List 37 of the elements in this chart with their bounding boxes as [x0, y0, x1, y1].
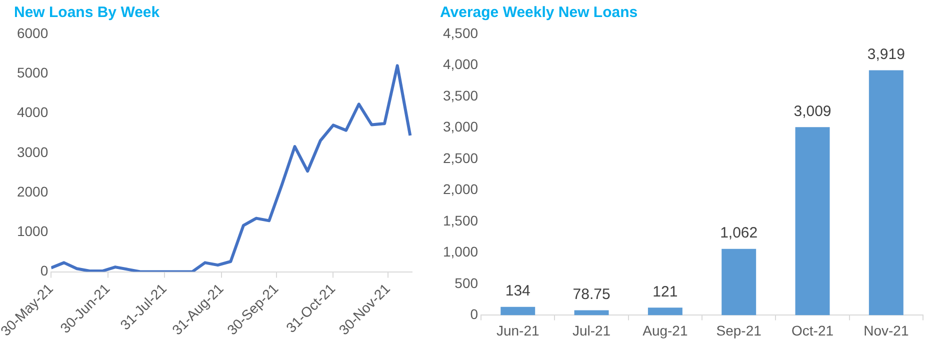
- text: 134: [505, 282, 530, 300]
- bar: [868, 70, 904, 316]
- y-tick-label: 6000: [16, 24, 48, 41]
- chart-title: New Loans By Week: [14, 4, 160, 22]
- y-tick-label: 4,500: [442, 24, 478, 41]
- y-tick-label: 4000: [16, 104, 48, 120]
- y-tick-label: 1000: [16, 223, 48, 240]
- chart-title: Average Weekly New Loans: [440, 4, 638, 22]
- x-tick-label: Oct-21: [792, 322, 834, 338]
- y-tick-label: 2,000: [442, 181, 478, 198]
- x-tick-label: Sep-21: [716, 322, 762, 338]
- x-tick-label: Jun-21: [496, 322, 540, 338]
- text: 3,009: [794, 102, 832, 120]
- text: 3,919: [867, 46, 905, 63]
- bar: [574, 310, 609, 316]
- bar: [722, 248, 756, 316]
- x-tick-label: Jul-21: [572, 322, 611, 338]
- y-tick-label: 0: [470, 306, 478, 322]
- text: 121: [652, 283, 678, 300]
- y-tick-label: 2,500: [442, 150, 478, 166]
- y-tick-label: 1,000: [442, 244, 478, 260]
- bar: [648, 308, 682, 316]
- y-tick-label: 5000: [16, 64, 48, 80]
- text: 78.75: [572, 286, 610, 303]
- y-tick-label: 3,000: [442, 118, 478, 135]
- y-tick-label: 0: [40, 262, 48, 279]
- y-tick-label: 3,500: [442, 87, 478, 104]
- y-tick-label: 1,500: [442, 212, 478, 228]
- y-tick-label: 500: [454, 274, 478, 291]
- x-tick-label: Nov-21: [864, 322, 909, 338]
- x-tick-label: Aug-21: [642, 322, 688, 338]
- y-tick-label: 3000: [16, 144, 48, 160]
- bar: [500, 306, 536, 316]
- y-tick-label: 2000: [16, 183, 48, 200]
- bar: [795, 127, 830, 316]
- text: 1,062: [720, 224, 758, 242]
- y-tick-label: 4,000: [442, 56, 478, 72]
